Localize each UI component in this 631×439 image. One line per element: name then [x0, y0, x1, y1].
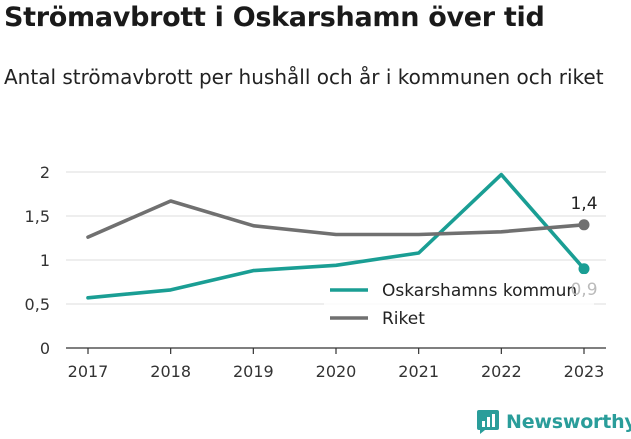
legend-label: Riket	[382, 309, 425, 329]
legend-label: Oskarshamns kommun	[382, 281, 577, 301]
series-line-riket	[86, 199, 586, 239]
y-tick-label: 1,5	[25, 207, 50, 226]
x-tick-label: 2020	[316, 362, 357, 381]
y-tick-label: 0	[40, 339, 50, 358]
chart-title: Strömavbrott i Oskarshamn över tid	[4, 2, 545, 33]
end-value-label-riket: 1,4	[570, 194, 597, 214]
x-tick-label: 2019	[233, 362, 274, 381]
legend-bg	[324, 302, 594, 326]
x-tick-label: 2017	[68, 362, 109, 381]
y-tick-label: 1	[40, 251, 50, 270]
x-tick-label: 2018	[150, 362, 191, 381]
x-tick-label: 2021	[398, 362, 439, 381]
brand-name: Newsworthy	[506, 411, 631, 433]
series-end-point-oskarshamn	[578, 263, 590, 275]
end-value-label-oskarshamn: 0,9	[570, 280, 597, 300]
x-tick-label: 2022	[481, 362, 522, 381]
chart-subtitle: Antal strömavbrott per hushåll och år i …	[4, 65, 604, 89]
series-line-oskarshamn	[86, 172, 586, 300]
series-end-point-riket	[578, 219, 590, 231]
x-tick-label: 2023	[564, 362, 605, 381]
newsworthy-logo-icon	[476, 409, 500, 435]
y-tick-label: 2	[40, 163, 50, 182]
brand-logo: Newsworthy	[476, 407, 631, 437]
legend-bg	[324, 274, 594, 298]
y-tick-label: 0,5	[25, 295, 50, 314]
